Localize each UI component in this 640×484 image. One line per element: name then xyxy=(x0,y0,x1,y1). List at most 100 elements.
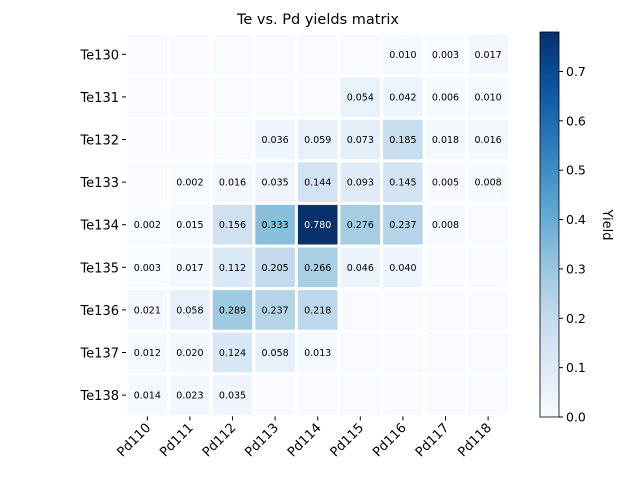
y-tick-label: Te137 xyxy=(79,347,119,362)
cell-value-label: 0.156 xyxy=(219,220,246,231)
heatmap-cell xyxy=(127,247,168,288)
heatmap-cell xyxy=(255,204,295,245)
heatmap-cell xyxy=(297,247,338,288)
heatmap-cell xyxy=(170,290,210,330)
heatmap-cell xyxy=(297,162,338,202)
heatmap-cell xyxy=(297,119,338,160)
heatmap-cell xyxy=(340,119,381,160)
colorbar-tick-label: 0.1 xyxy=(566,360,586,375)
heatmap-cell xyxy=(127,34,168,75)
cell-value-label: 0.780 xyxy=(304,220,331,231)
heatmap-cell xyxy=(468,375,508,415)
cell-value-label: 0.040 xyxy=(389,263,416,274)
x-tick-label: Pd116 xyxy=(370,421,410,461)
heatmap-cell xyxy=(127,375,168,415)
heatmap-cell xyxy=(255,119,295,160)
cell-value-label: 0.112 xyxy=(219,263,246,274)
x-tick-label: Pd117 xyxy=(413,421,453,461)
heatmap-cell xyxy=(297,34,338,75)
heatmap-cell xyxy=(383,34,423,75)
heatmap-cell xyxy=(255,34,295,75)
heatmap-cell xyxy=(425,247,466,288)
colorbar: 0.0 0.1 0.2 0.3 0.4 0.5 0.6 0.7 xyxy=(539,31,586,425)
y-tick-label: Te130 xyxy=(79,48,119,63)
cell-value-label: 0.017 xyxy=(176,263,203,274)
cell-value-label: 0.289 xyxy=(219,305,246,316)
cell-value-label: 0.205 xyxy=(261,263,288,274)
colorbar-tick-label: 0.3 xyxy=(566,261,586,276)
cell-value-label: 0.073 xyxy=(347,135,374,146)
cell-value-label: 0.017 xyxy=(474,50,501,61)
colorbar-tick-label: 0.4 xyxy=(566,212,586,227)
heatmap-cell xyxy=(170,332,210,373)
heatmap-cell xyxy=(212,332,253,373)
cell-value-label: 0.003 xyxy=(134,263,161,274)
cell-value-label: 0.008 xyxy=(432,220,459,231)
heatmap-cell xyxy=(127,290,168,330)
cell-value-label: 0.016 xyxy=(474,135,501,146)
cell-value-label: 0.015 xyxy=(176,220,203,231)
heatmap-cell xyxy=(127,119,168,160)
y-tick-label: Te132 xyxy=(79,134,119,149)
cell-value-label: 0.058 xyxy=(261,348,288,359)
heatmap-cell xyxy=(297,375,338,415)
cell-value-label: 0.010 xyxy=(389,50,416,61)
heatmap-cell xyxy=(340,247,381,288)
colorbar-gradient xyxy=(539,31,560,418)
y-tick-label: Te136 xyxy=(79,304,119,319)
cell-value-label: 0.145 xyxy=(389,178,416,189)
cell-value-label: 0.185 xyxy=(389,135,416,146)
colorbar-label: Yield xyxy=(599,209,614,241)
heatmap-cell xyxy=(425,162,466,202)
cell-value-label: 0.020 xyxy=(176,348,203,359)
cell-value-label: 0.046 xyxy=(347,263,374,274)
heatmap-cell xyxy=(425,119,466,160)
x-tick-label: Pd114 xyxy=(285,421,325,461)
cell-value-label: 0.218 xyxy=(304,305,331,316)
heatmap-cell xyxy=(297,77,338,117)
heatmap-cell xyxy=(212,375,253,415)
colorbar-tick-label: 0.5 xyxy=(566,163,586,178)
cell-value-label: 0.035 xyxy=(219,391,246,402)
heatmap-cell xyxy=(425,34,466,75)
heatmap-cell xyxy=(170,34,210,75)
heatmap-cell xyxy=(425,332,466,373)
heatmap-cell xyxy=(468,77,508,117)
heatmap-cell xyxy=(170,162,210,202)
heatmap-cell xyxy=(425,290,466,330)
heatmap-cell xyxy=(297,204,338,245)
heatmap-cell xyxy=(212,34,253,75)
heatmap-cell xyxy=(170,375,210,415)
heatmap-cell xyxy=(255,77,295,117)
cell-value-label: 0.003 xyxy=(432,50,459,61)
heatmap-cell xyxy=(170,247,210,288)
heatmap-cell xyxy=(255,162,295,202)
heatmap-cell xyxy=(340,290,381,330)
y-axis: Te130 Te131 Te132 Te133 Te134 Te135 Te136 Te137… xyxy=(79,48,126,404)
colorbar-tick-label: 0.0 xyxy=(566,410,586,425)
cell-value-label: 0.058 xyxy=(176,305,203,316)
cell-value-label: 0.012 xyxy=(134,348,161,359)
heatmap-cell xyxy=(255,290,295,330)
heatmap-cell xyxy=(468,290,508,330)
heatmap-cell xyxy=(468,162,508,202)
cell-value-label: 0.035 xyxy=(261,178,288,189)
heatmap-cell xyxy=(297,290,338,330)
x-tick-label: Pd110 xyxy=(115,421,155,461)
cell-value-label: 0.002 xyxy=(176,178,203,189)
heatmap-cell xyxy=(425,204,466,245)
y-tick-label: Te131 xyxy=(79,91,119,106)
cell-value-label: 0.014 xyxy=(134,391,161,402)
cell-value-label: 0.333 xyxy=(261,220,288,231)
cell-value-label: 0.006 xyxy=(432,92,459,103)
cell-value-label: 0.023 xyxy=(176,391,203,402)
chart-title: Te vs. Pd yields matrix xyxy=(236,12,399,28)
colorbar-tick-label: 0.7 xyxy=(566,64,586,79)
x-tick-label: Pd111 xyxy=(157,421,197,461)
heatmap-cell xyxy=(383,119,423,160)
heatmap-cell xyxy=(170,204,210,245)
heatmap-cell xyxy=(425,77,466,117)
heatmap-cell xyxy=(127,332,168,373)
